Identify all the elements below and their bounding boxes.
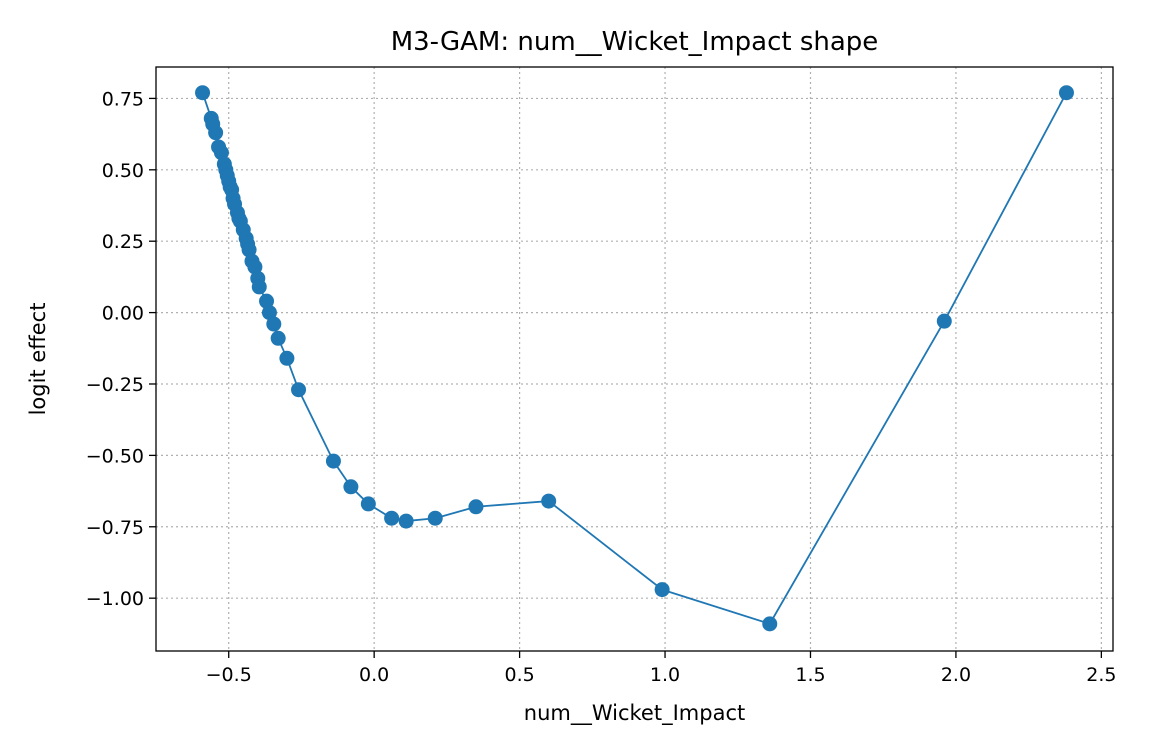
x-tick-label: 1.0 [650,664,680,686]
data-point [384,510,400,526]
data-point [266,316,282,332]
x-axis-label: num__Wicket_Impact [524,701,745,726]
data-point [936,313,952,329]
x-tick-label: −0.5 [206,664,252,686]
y-tick-label: −0.25 [86,374,144,396]
x-tick-label: 1.5 [795,664,825,686]
y-tick-label: 0.50 [102,160,144,182]
data-point [325,453,341,469]
data-point [398,513,414,529]
data-point [762,616,778,632]
data-point [259,293,275,309]
data-point [1058,85,1074,101]
plot-frame [155,66,1114,652]
data-point [251,279,267,295]
data-point [291,382,307,398]
y-tick-label: −1.00 [86,588,144,610]
data-point [541,493,557,509]
chart-title: M3-GAM: num__Wicket_Impact shape [391,27,879,57]
y-tick-label: −0.50 [86,445,144,467]
data-point [195,85,211,101]
data-point [247,259,263,275]
data-point [654,582,670,598]
y-tick-label: 0.00 [102,303,144,325]
x-tick-label: 2.0 [941,664,971,686]
y-axis-label: logit effect [26,303,50,416]
x-tick-label: 2.5 [1086,664,1116,686]
axis-ticks: −0.5 0.0 0.5 1.0 1.5 2.0 2.5 0.75 0.50 0.25 0.00 −0… [86,88,1117,686]
data-series [195,85,1074,632]
data-point [208,125,224,141]
data-point [261,305,277,321]
data-point [270,330,286,346]
y-tick-label: 0.75 [102,88,144,110]
data-point [343,479,359,495]
data-point [468,499,484,515]
data-point [241,242,257,258]
data-point [279,350,295,366]
x-tick-label: 0.5 [504,664,534,686]
x-tick-label: 0.0 [359,664,389,686]
y-tick-label: −0.75 [86,517,144,539]
data-point [213,145,229,161]
y-tick-label: 0.25 [102,231,144,253]
data-point [427,510,443,526]
data-point [360,496,376,512]
